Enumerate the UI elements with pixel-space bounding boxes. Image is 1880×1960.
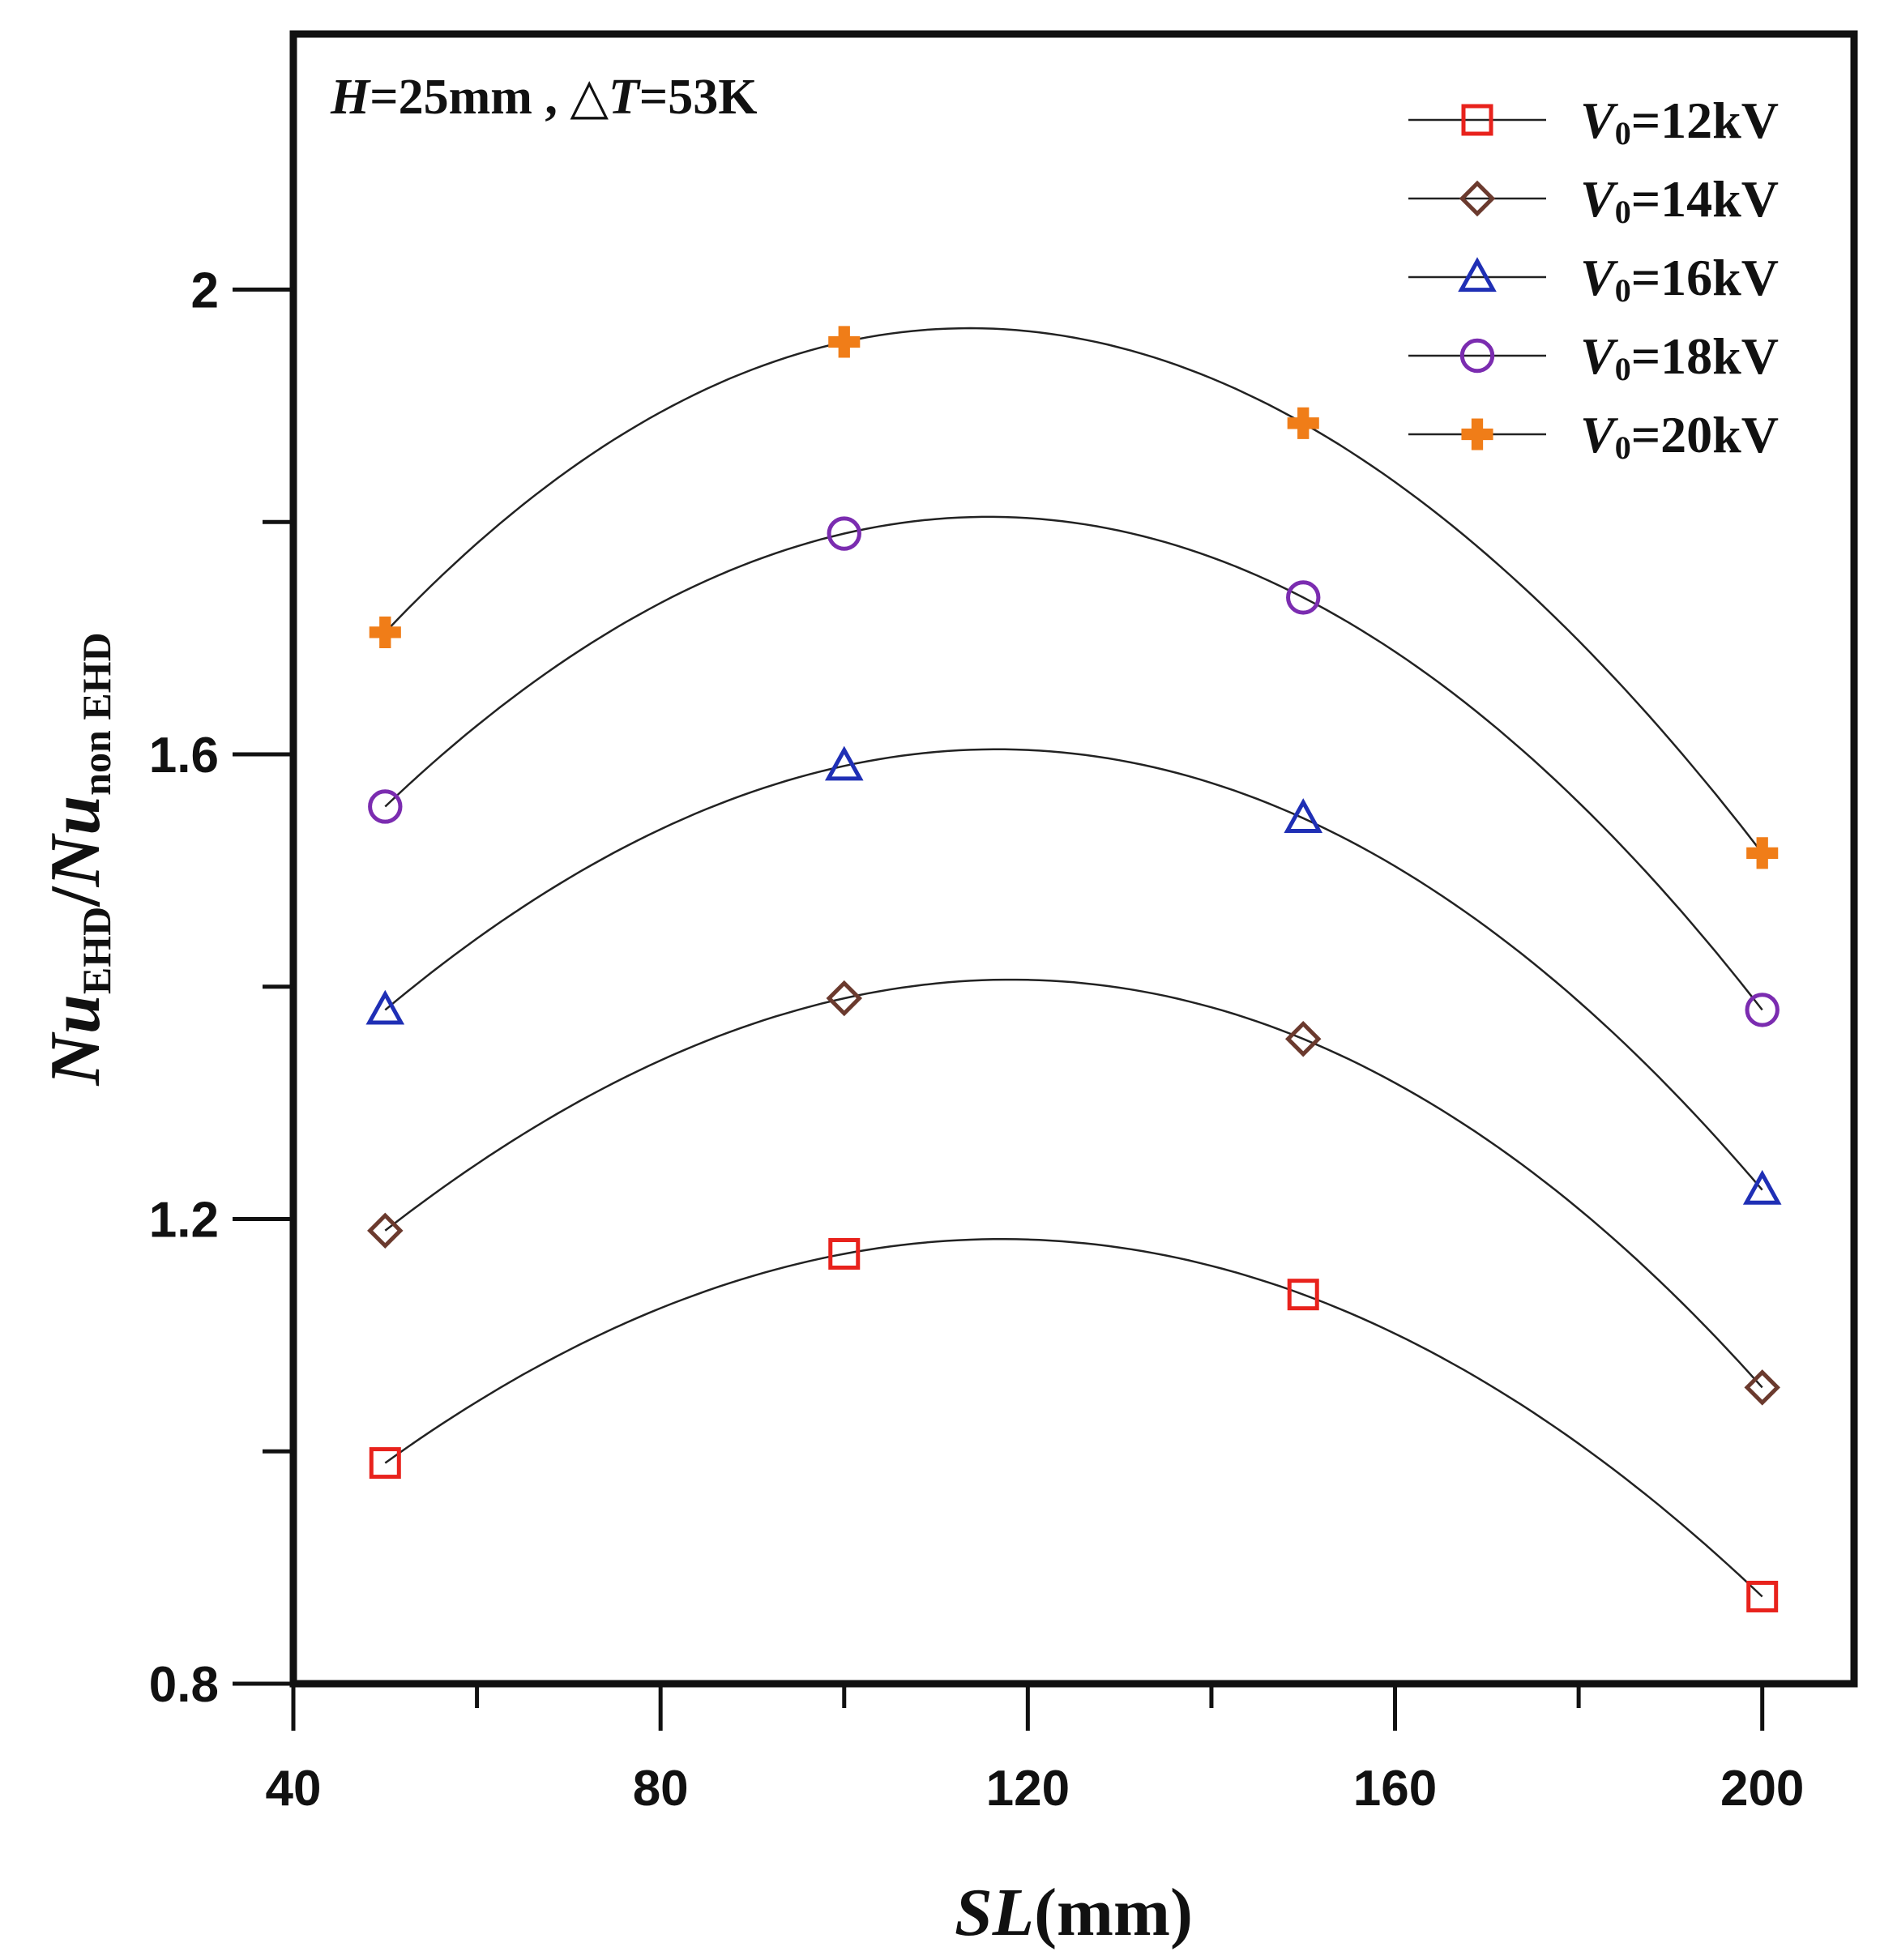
x-tick-label: 160	[1353, 1761, 1437, 1817]
legend-label-V0=14kV: V0=14kV	[1580, 170, 1779, 230]
fit-curve-V0=14kV	[384, 978, 1763, 1389]
legend-label-V0=16kV: V0=16kV	[1580, 249, 1779, 309]
y-axis-label-slash: /	[36, 886, 115, 907]
fit-curve-V0=16kV	[384, 748, 1763, 1191]
marker-V0=18kV-200	[1745, 993, 1780, 1027]
legend-label-V0=12kV: V0=12kV	[1580, 92, 1779, 152]
legend-label-V0=18kV: V0=18kV	[1580, 327, 1779, 387]
legend-marker-V0=16kV	[1458, 257, 1497, 293]
legend-label-rest: =20kV	[1631, 406, 1779, 463]
marker-V0=14kV-200	[1744, 1369, 1780, 1406]
legend-label-sub: 0	[1615, 429, 1631, 466]
legend-marker-V0=12kV	[1461, 104, 1493, 136]
marker-V0=16kV-50	[365, 989, 405, 1025]
marker-V0=16kV-100	[824, 745, 864, 781]
legend-label-rest: =18kV	[1631, 327, 1779, 385]
marker-V0=20kV-200	[1746, 837, 1779, 869]
y-axis-label: NuEHD/Nunon EHD	[36, 632, 119, 1086]
marker-V0=20kV-150	[1287, 407, 1319, 439]
marker-V0=18kV-100	[827, 516, 861, 551]
legend-label-var: V	[1580, 406, 1619, 463]
legend-marker-V0=14kV	[1459, 180, 1496, 217]
marker-V0=12kV-100	[828, 1237, 861, 1270]
x-tick-label: 120	[986, 1761, 1070, 1817]
condition-annotation: H=25mm , △T=53K	[330, 70, 757, 125]
legend-label-sub: 0	[1615, 351, 1631, 387]
marker-V0=12kV-150	[1287, 1279, 1319, 1311]
y-tick-label: 0.8	[149, 1657, 219, 1713]
legend-label-var: V	[1580, 249, 1619, 306]
x-tick-label: 40	[266, 1761, 322, 1817]
legend-label-V0=20kV: V0=20kV	[1580, 406, 1779, 466]
marker-V0=18kV-150	[1286, 580, 1321, 615]
marker-V0=16kV-200	[1742, 1169, 1782, 1205]
y-axis-label-sub2: non EHD	[74, 632, 119, 795]
annotation-h-var: H	[330, 70, 371, 125]
fit-curve-V0=18kV	[384, 515, 1763, 1011]
fit-curves	[384, 327, 1763, 1598]
legend-label-sub: 0	[1615, 272, 1631, 309]
x-axis-label-unit: (mm)	[1034, 1875, 1193, 1950]
legend-label-var: V	[1580, 327, 1619, 385]
x-axis-label-var: SL	[955, 1875, 1034, 1950]
marker-V0=16kV-150	[1284, 798, 1323, 833]
legend-label-sub: 0	[1615, 115, 1631, 152]
legend-label-var: V	[1580, 170, 1619, 228]
plot-frame	[289, 30, 1858, 1688]
y-axis-label-nu2: Nu	[36, 796, 115, 888]
x-tick-label: 80	[633, 1761, 689, 1817]
marker-V0=14kV-150	[1284, 1021, 1322, 1057]
legend-label-sub: 0	[1615, 194, 1631, 230]
y-tick-label: 1.6	[149, 728, 219, 784]
y-axis-label-sub1: EHD	[74, 907, 119, 994]
marker-V0=14kV-50	[367, 1212, 404, 1249]
legend-marker-V0=20kV	[1461, 418, 1493, 451]
x-tick-label: 200	[1720, 1761, 1804, 1817]
annotation-delta-symbol: △	[570, 70, 609, 125]
marker-V0=20kV-100	[828, 326, 861, 358]
fit-curve-V0=12kV	[384, 1238, 1763, 1598]
y-tick-label: 2	[191, 263, 219, 318]
x-axis-ticks: 40 80 120 160 200	[266, 1684, 1804, 1817]
x-axis-label: SL(mm)	[955, 1875, 1193, 1950]
legend-label-var: V	[1580, 92, 1619, 149]
y-axis-label-nu1: Nu	[36, 994, 115, 1087]
legend-marker-V0=18kV	[1459, 338, 1495, 374]
marker-V0=20kV-50	[369, 616, 401, 648]
legend-label-rest: =12kV	[1631, 92, 1779, 149]
fit-curve-V0=20kV	[384, 327, 1763, 854]
marker-V0=18kV-50	[368, 789, 403, 824]
marker-V0=14kV-100	[826, 980, 863, 1017]
annotation-h-value: =25mm ,	[370, 70, 570, 125]
data-markers	[365, 326, 1782, 1612]
y-axis-ticks: 0.8 1.2 1.6 2	[149, 263, 293, 1713]
marker-V0=12kV-200	[1746, 1580, 1779, 1612]
y-tick-label: 1.2	[149, 1192, 219, 1248]
annotation-t-var: T	[609, 70, 641, 125]
annotation-t-value: =53K	[639, 70, 758, 125]
legend-label-rest: =14kV	[1631, 170, 1779, 228]
legend-label-rest: =16kV	[1631, 249, 1779, 306]
marker-V0=12kV-50	[369, 1447, 401, 1480]
